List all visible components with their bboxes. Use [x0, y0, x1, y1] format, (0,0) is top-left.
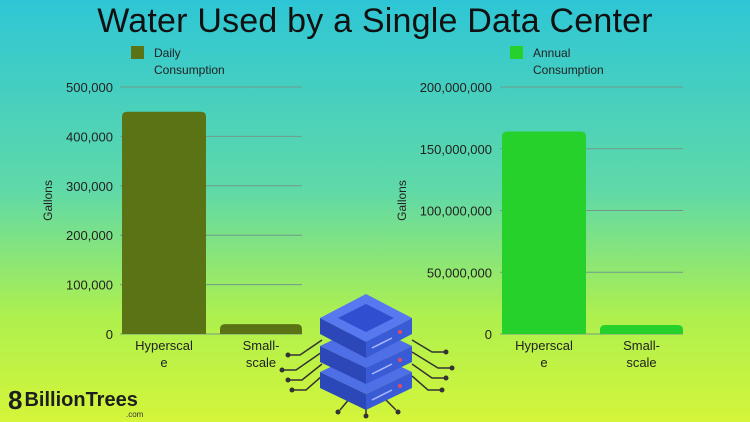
daily-bar: [122, 111, 206, 334]
logo-mark: 8: [8, 385, 23, 415]
daily-y-axis-label: Gallons: [41, 180, 55, 221]
daily-category-label: e: [160, 355, 167, 370]
logo-name: BillionTrees: [24, 389, 138, 411]
annual-legend-label: Annual: [533, 46, 570, 60]
annual-category-label: scale: [626, 355, 656, 370]
daily-category-label: scale: [246, 355, 276, 370]
annual-bar: [600, 324, 683, 334]
daily-ytick-label: 500,000: [66, 80, 113, 95]
daily-ytick-label: 0: [106, 327, 113, 342]
daily-legend-swatch: [131, 46, 144, 59]
daily-category-label: Small-: [243, 338, 280, 353]
annual-category-label: e: [540, 355, 547, 370]
brand-logo: 8 BillionTrees .com: [8, 385, 143, 419]
daily-bar: [220, 324, 302, 334]
annual-ytick-label: 100,000,000: [420, 204, 492, 219]
daily-ytick-label: 300,000: [66, 179, 113, 194]
daily-ytick-label: 100,000: [66, 278, 113, 293]
daily-ytick-label: 200,000: [66, 228, 113, 243]
annual-ytick-label: 200,000,000: [420, 80, 492, 95]
annual-legend-label: Consumption: [533, 63, 604, 77]
annual-bar: [502, 131, 586, 334]
daily-category-label: Hyperscal: [135, 338, 193, 353]
annual-ytick-label: 150,000,000: [420, 142, 492, 157]
annual-category-label: Small-: [623, 338, 660, 353]
annual-ytick-label: 50,000,000: [427, 265, 492, 280]
annual-category-label: Hyperscal: [515, 338, 573, 353]
page-title: Water Used by a Single Data Center: [97, 2, 653, 40]
annual-legend-swatch: [510, 46, 523, 59]
daily-ytick-label: 400,000: [66, 129, 113, 144]
annual-ytick-label: 0: [485, 327, 492, 342]
logo-suffix: .com: [126, 410, 144, 419]
daily-legend-label: Consumption: [154, 63, 225, 77]
daily-legend-label: Daily: [154, 46, 181, 60]
annual-y-axis-label: Gallons: [395, 180, 409, 221]
